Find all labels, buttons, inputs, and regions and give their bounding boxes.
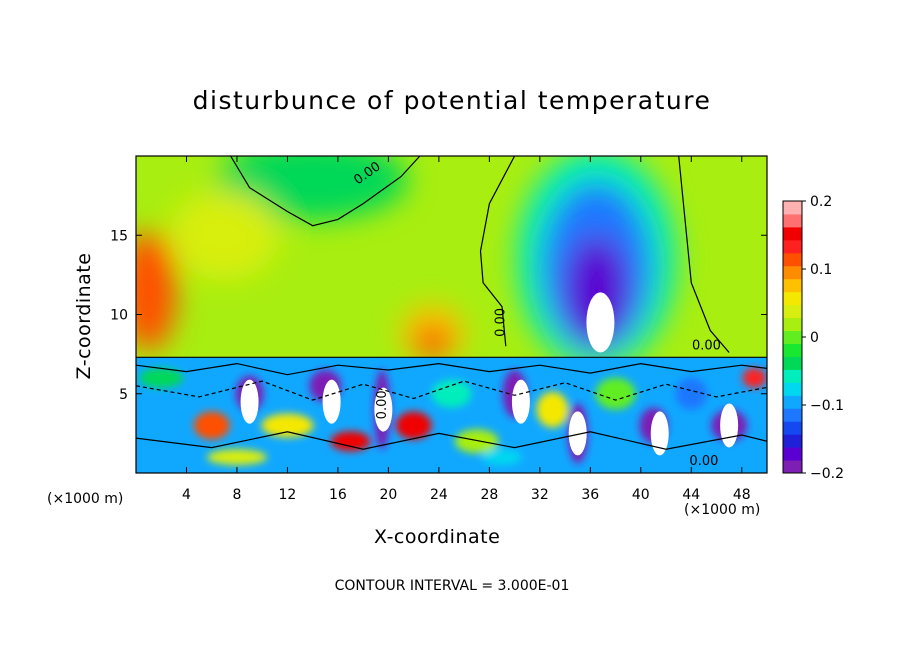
contour-lower-1 (136, 362, 767, 376)
colorbar-swatch (783, 421, 802, 435)
y-tick-label: 10 (110, 308, 128, 324)
colorbar-swatch (783, 317, 802, 332)
colorbar-tick-label: 0 (810, 330, 819, 346)
strong-cold-cell (322, 379, 341, 424)
turbulent-cell (742, 367, 767, 388)
x-tick-label: 8 (232, 487, 241, 503)
turbulent-cell (261, 413, 314, 438)
contour-lower-2 (136, 380, 767, 401)
chart-title: disturbunce of potential temperature (192, 86, 712, 115)
x-tick-label: 36 (581, 487, 599, 503)
turbulent-cell (536, 391, 569, 428)
turbulent-cell (395, 411, 432, 440)
x-tick-label: 44 (682, 487, 700, 503)
contour-label: 0.00 (692, 338, 721, 353)
colorbar-tick-label: −0.2 (810, 466, 844, 482)
turbulent-cell (454, 429, 499, 454)
strong-cold-cell (650, 411, 669, 456)
x-axis: 4 8 12 16 20 24 28 32 36 40 44 48 (182, 156, 751, 503)
cold-anomaly-core (586, 292, 615, 353)
colorbar-swatch (783, 265, 802, 280)
y-axis: 5 10 15 (110, 228, 767, 403)
x-tick-label: 24 (430, 487, 448, 503)
colorbar-swatch (783, 330, 802, 344)
contour-lines: 0.000.000.000.000.00 (136, 156, 767, 469)
x-axis-label: X-coordinate (374, 526, 501, 548)
x-tick-label: 16 (329, 487, 347, 503)
colorbar-swatch (783, 343, 802, 357)
turbulent-cell (595, 377, 636, 410)
colorbar-swatch (783, 408, 802, 422)
colorbar-swatch (783, 447, 802, 461)
x-tick-label: 20 (379, 487, 397, 503)
strong-cold-cell (374, 387, 393, 432)
colorbar-swatch (783, 356, 802, 370)
colorbar-swatch (783, 395, 802, 409)
contour-label: 0.00 (494, 308, 509, 337)
x-tick-label: 40 (632, 487, 650, 503)
turbulent-cell (481, 449, 522, 466)
y-axis-label: Z-coordinate (73, 252, 95, 380)
turbulent-cell (193, 411, 230, 440)
contour-interval-note: CONTOUR INTERVAL = 3.000E-01 (334, 578, 570, 594)
colorbar-tick-label: 0.2 (810, 194, 832, 210)
colorbar: 0.2 0.1 0 −0.1 −0.2 (782, 194, 844, 482)
strong-cold-cell (511, 379, 530, 424)
colorbar-swatch (783, 382, 802, 396)
x-unit-right: (×1000 m) (684, 502, 761, 518)
turbulent-cell (675, 377, 708, 410)
y-tick-label: 15 (110, 228, 128, 244)
upper-cool-region (217, 156, 408, 220)
contour-zero-center (479, 156, 516, 347)
heatmap-field (136, 156, 767, 473)
contour-label: 0.00 (689, 454, 718, 469)
x-tick-label: 32 (531, 487, 549, 503)
warm-left-edge (136, 230, 177, 351)
turbulent-cell (330, 431, 371, 452)
turbulent-cell (431, 379, 472, 408)
contour-zero-upper-left (230, 156, 421, 227)
colorbar-swatch (783, 252, 802, 267)
warm-anomaly-core (416, 329, 449, 358)
turbulent-cell (206, 449, 267, 466)
colorbar-tick-label: −0.1 (810, 398, 844, 414)
x-tick-label: 12 (279, 487, 297, 503)
strong-cold-cell (240, 379, 259, 424)
colorbar-swatch (783, 213, 802, 228)
colorbar-swatch (783, 369, 802, 383)
warm-patch (169, 190, 280, 281)
colorbar-swatch (783, 239, 802, 254)
colorbar-swatch (783, 304, 802, 319)
contour-lower-3 (136, 431, 767, 450)
lower-layer-anomalies (139, 367, 767, 466)
contour-zero-right (678, 156, 730, 353)
colorbar-swatch (783, 291, 802, 306)
colorbar-tick-label: 0.1 (810, 262, 832, 278)
strong-cold-cell (568, 411, 587, 456)
x-tick-label: 28 (480, 487, 498, 503)
colorbar-swatch (783, 201, 802, 215)
upper-layer-anomalies (136, 156, 677, 369)
y-tick-label: 5 (119, 387, 128, 403)
strong-cold-cell (720, 403, 739, 448)
x-tick-label: 4 (182, 487, 191, 503)
colorbar-swatch (783, 278, 802, 293)
colorbar-swatch (783, 434, 802, 448)
colorbar-swatch (783, 460, 802, 474)
x-unit-left: (×1000 m) (47, 491, 124, 507)
contour-label: 0.00 (375, 390, 390, 419)
colorbar-swatch (783, 226, 802, 241)
x-tick-label: 48 (733, 487, 751, 503)
turbulent-cell (139, 367, 184, 388)
